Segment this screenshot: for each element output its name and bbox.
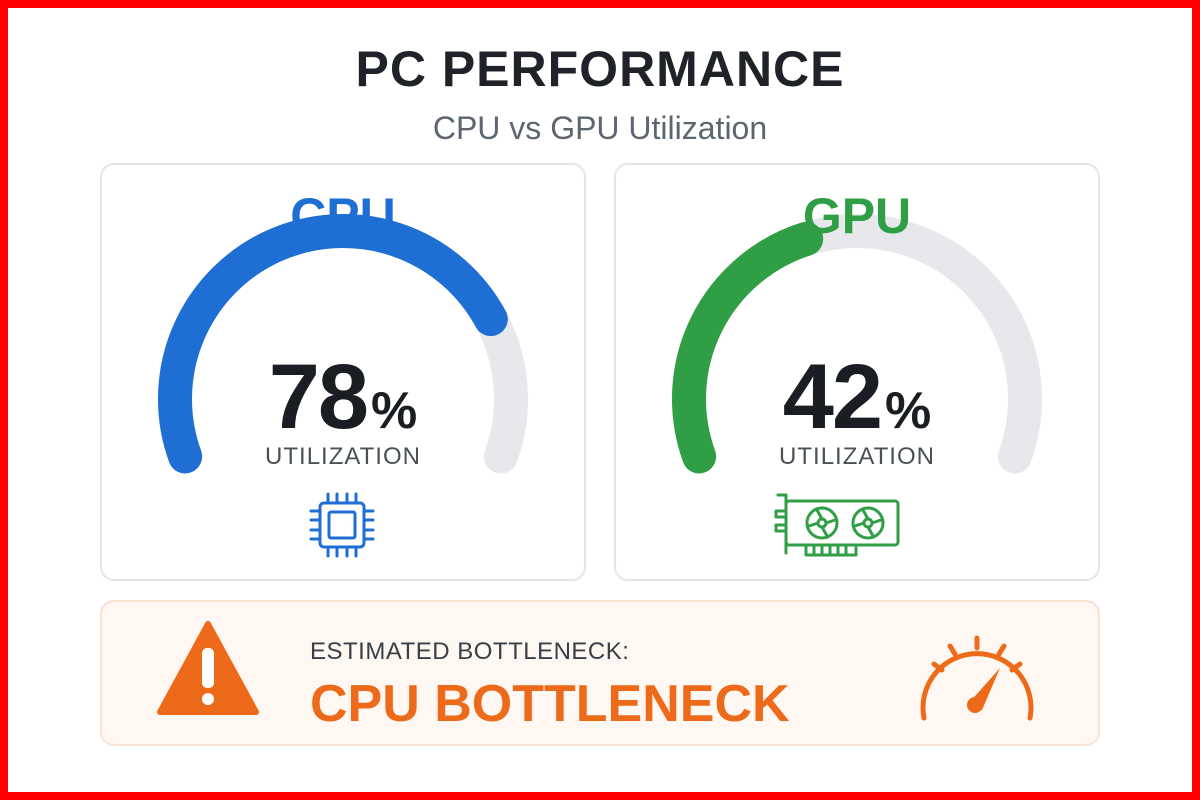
gpu-value-percent: % bbox=[885, 382, 932, 440]
cpu-title: CPU bbox=[290, 188, 396, 244]
gpu-value: 42% bbox=[616, 345, 1098, 450]
page-title: PC PERFORMANCE bbox=[355, 41, 845, 97]
gpu-title: GPU bbox=[802, 188, 912, 244]
speedometer-icon bbox=[920, 635, 1034, 721]
cpu-card: CPU 78% UTILIZATION bbox=[100, 163, 586, 581]
cpu-gauge-fill bbox=[158, 214, 508, 474]
gpu-utilization-label: UTILIZATION bbox=[779, 443, 935, 470]
graphics-card-icon bbox=[774, 493, 900, 557]
cpu-value-percent: % bbox=[371, 382, 418, 440]
bottleneck-value: CPU BOTTLENECK bbox=[310, 675, 790, 733]
gpu-card: GPU 42% UTILIZATION bbox=[614, 163, 1100, 581]
page-frame: PC PERFORMANCE CPU vs GPU Utilization CP… bbox=[8, 8, 1192, 792]
bottleneck-label: ESTIMATED BOTTLENECK: bbox=[310, 638, 630, 665]
gpu-value-number: 42 bbox=[782, 346, 883, 448]
bottleneck-panel: ESTIMATED BOTTLENECK: CPU BOTTLENECK bbox=[100, 600, 1100, 746]
gpu-gauge-fill bbox=[672, 221, 824, 474]
warning-icon bbox=[157, 621, 259, 715]
cpu-value-number: 78 bbox=[268, 346, 369, 448]
cpu-chip-icon bbox=[309, 492, 375, 558]
cpu-utilization-label: UTILIZATION bbox=[265, 443, 421, 470]
gpu-gauge bbox=[672, 214, 1042, 474]
cpu-gauge bbox=[158, 214, 528, 474]
cpu-value: 78% bbox=[102, 345, 584, 450]
page-subtitle: CPU vs GPU Utilization bbox=[432, 110, 768, 146]
